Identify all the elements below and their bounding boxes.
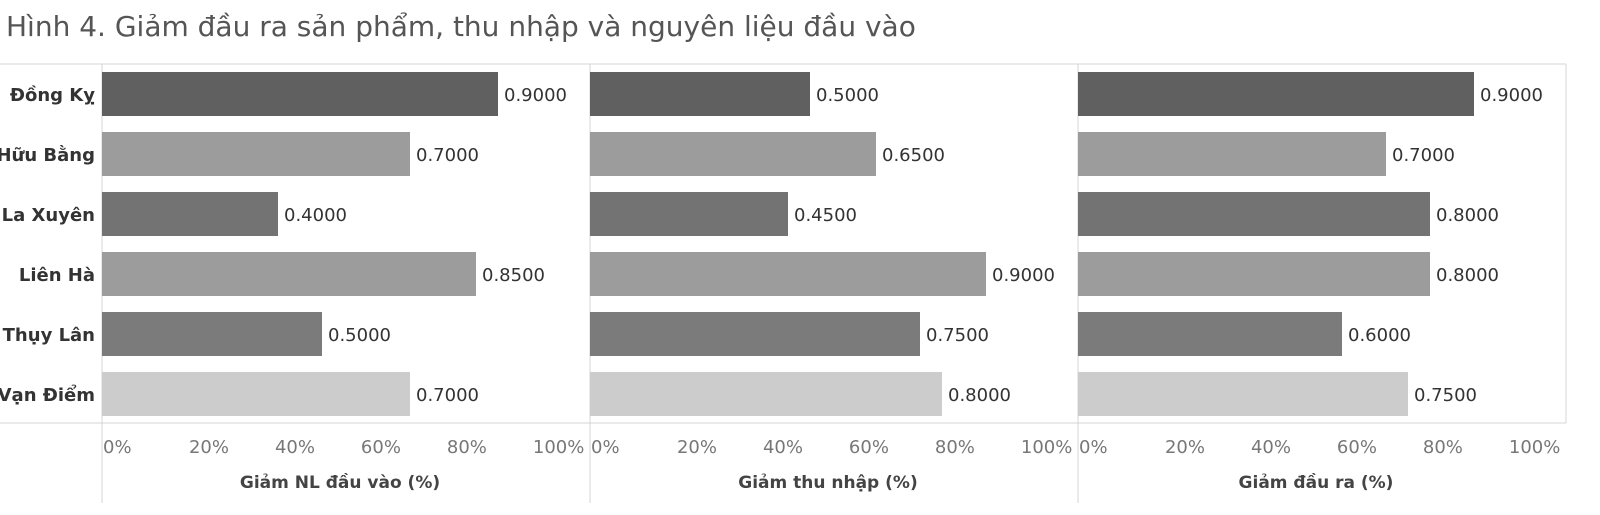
bar <box>102 132 410 176</box>
data-label: 0.9000 <box>1480 85 1543 106</box>
tick-label: 100% <box>533 437 584 458</box>
data-label: 0.8500 <box>482 265 545 286</box>
category-labels: Đồng Kỵ Hữu Bằng La Xuyên Liên Hà Thụy Lân Vạ… <box>0 85 95 406</box>
panel-2: 0.5000 0.6500 0.4500 0.9000 0.7500 0.8000 0% 20… <box>590 72 1072 493</box>
tick-label: 20% <box>677 437 717 458</box>
tick-label: 80% <box>935 437 975 458</box>
x-axis-label: Giảm đầu ra (%) <box>1239 472 1394 493</box>
chart-title: Hình 4. Giảm đầu ra sản phẩm, thu nhập v… <box>6 10 916 43</box>
data-label: 0.9000 <box>504 85 567 106</box>
tick-label: 0% <box>591 437 620 458</box>
chart-panels: 0.9000 0.7000 0.4000 0.8500 0.5000 0.7000 0% 20… <box>102 72 1560 493</box>
data-label: 0.9000 <box>992 265 1055 286</box>
tick-label: 60% <box>361 437 401 458</box>
bar <box>1078 72 1474 116</box>
bar <box>1078 132 1386 176</box>
data-label: 0.4500 <box>794 205 857 226</box>
bar <box>590 132 876 176</box>
bar <box>1078 252 1430 296</box>
category-label: Liên Hà <box>19 265 95 286</box>
tick-label: 40% <box>275 437 315 458</box>
data-label: 0.5000 <box>816 85 879 106</box>
bar <box>590 312 920 356</box>
tick-label: 20% <box>1165 437 1205 458</box>
bar <box>1078 312 1342 356</box>
data-label: 0.6000 <box>1348 325 1411 346</box>
tick-label: 40% <box>763 437 803 458</box>
bar <box>102 312 322 356</box>
data-label: 0.7500 <box>1414 385 1477 406</box>
x-axis-label: Giảm NL đầu vào (%) <box>240 472 440 493</box>
tick-label: 60% <box>849 437 889 458</box>
bar <box>1078 192 1430 236</box>
category-label: La Xuyên <box>2 205 95 226</box>
tick-label: 60% <box>1337 437 1377 458</box>
bar <box>102 252 476 296</box>
tick-label: 40% <box>1251 437 1291 458</box>
bar <box>590 72 810 116</box>
category-label: Vạn Điểm <box>0 384 95 406</box>
data-label: 0.7000 <box>1392 145 1455 166</box>
data-label: 0.4000 <box>284 205 347 226</box>
data-label: 0.7500 <box>926 325 989 346</box>
tick-label: 100% <box>1509 437 1560 458</box>
data-label: 0.6500 <box>882 145 945 166</box>
data-label: 0.7000 <box>416 385 479 406</box>
x-axis-label: Giảm thu nhập (%) <box>738 473 917 493</box>
panel-3: 0.9000 0.7000 0.8000 0.8000 0.6000 0.7500 0% 20… <box>1078 72 1560 493</box>
category-label: Hữu Bằng <box>0 145 95 166</box>
tick-label: 80% <box>447 437 487 458</box>
data-label: 0.8000 <box>948 385 1011 406</box>
category-label: Đồng Kỵ <box>10 85 95 106</box>
tick-label: 0% <box>103 437 132 458</box>
panel-1: 0.9000 0.7000 0.4000 0.8500 0.5000 0.7000 0% 20… <box>102 72 584 493</box>
category-label: Thụy Lân <box>3 325 95 346</box>
tick-label: 0% <box>1079 437 1108 458</box>
bar <box>102 372 410 416</box>
bar <box>590 372 942 416</box>
tick-label: 100% <box>1021 437 1072 458</box>
data-label: 0.7000 <box>416 145 479 166</box>
bar <box>102 72 498 116</box>
data-label: 0.8000 <box>1436 205 1499 226</box>
data-label: 0.8000 <box>1436 265 1499 286</box>
tick-label: 20% <box>189 437 229 458</box>
bar <box>1078 372 1408 416</box>
tick-label: 80% <box>1423 437 1463 458</box>
bar <box>590 192 788 236</box>
bar <box>590 252 986 296</box>
data-label: 0.5000 <box>328 325 391 346</box>
bar <box>102 192 278 236</box>
